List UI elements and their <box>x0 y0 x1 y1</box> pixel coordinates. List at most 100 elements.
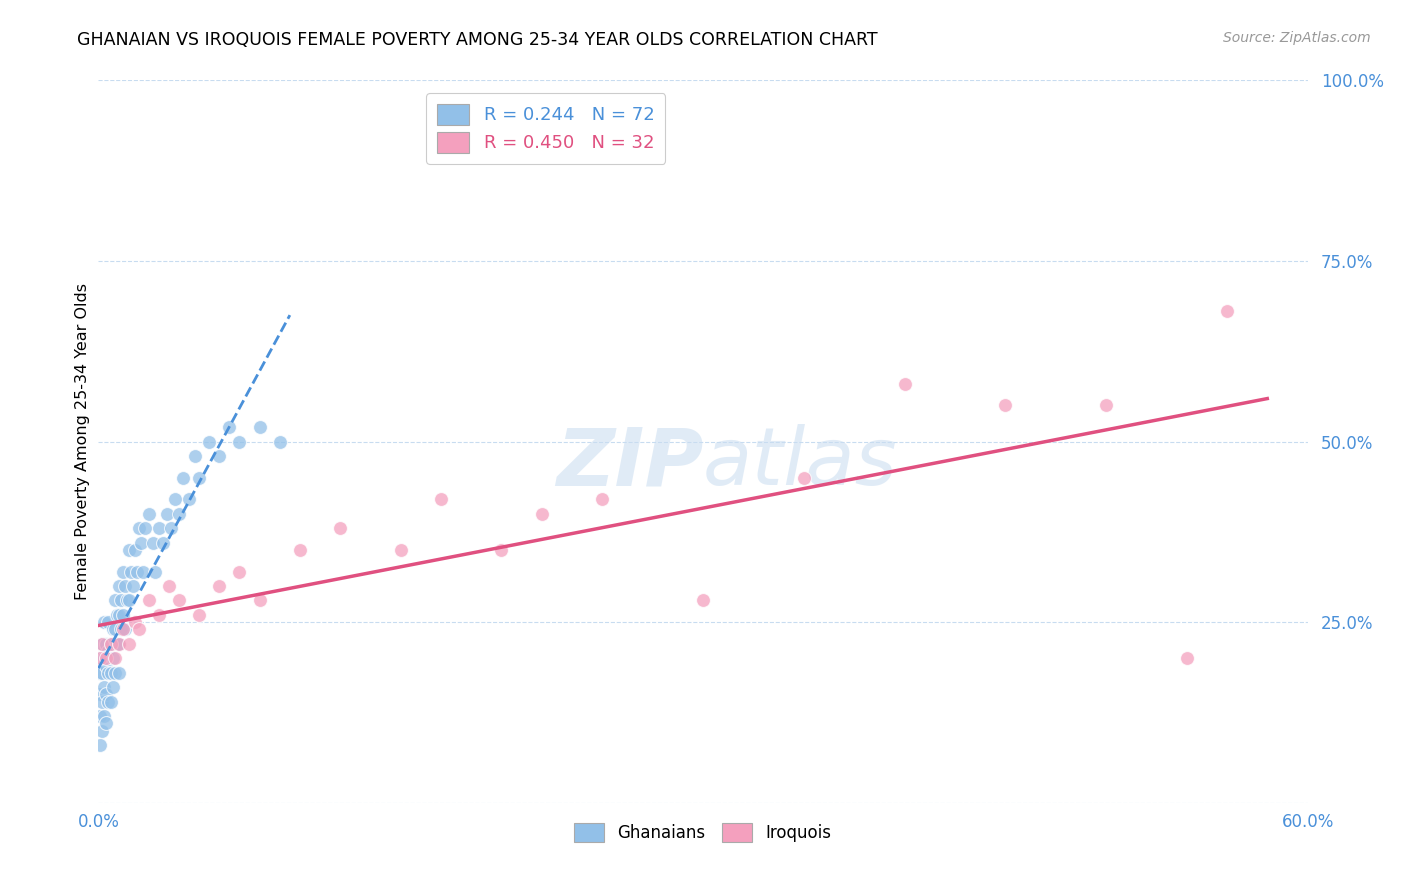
Point <box>692 593 714 607</box>
Point <box>93 709 115 723</box>
Point <box>143 565 166 579</box>
Point <box>93 615 115 630</box>
Point <box>101 680 124 694</box>
Point <box>269 434 291 449</box>
Point <box>156 507 179 521</box>
Text: Source: ZipAtlas.com: Source: ZipAtlas.com <box>1223 31 1371 45</box>
Point <box>1095 398 1118 412</box>
Point <box>97 665 120 680</box>
Point <box>89 651 111 665</box>
Point <box>1175 651 1198 665</box>
Point <box>89 651 111 665</box>
Point <box>107 607 129 622</box>
Point <box>167 507 190 521</box>
Point <box>107 637 129 651</box>
Point <box>128 521 150 535</box>
Point <box>138 593 160 607</box>
Point <box>105 637 128 651</box>
Point <box>120 565 142 579</box>
Point <box>134 521 156 535</box>
Point <box>125 565 148 579</box>
Point <box>179 492 201 507</box>
Point <box>97 695 120 709</box>
Point <box>793 470 815 484</box>
Point <box>167 593 190 607</box>
Point <box>893 376 915 391</box>
Y-axis label: Female Poverty Among 25-34 Year Olds: Female Poverty Among 25-34 Year Olds <box>75 283 90 600</box>
Point <box>101 651 124 665</box>
Point <box>89 665 111 680</box>
Point <box>249 593 271 607</box>
Point <box>115 593 138 607</box>
Point <box>101 623 124 637</box>
Point <box>110 623 132 637</box>
Point <box>100 637 122 651</box>
Point <box>110 593 132 607</box>
Point <box>91 695 114 709</box>
Point <box>218 420 240 434</box>
Point <box>100 665 122 680</box>
Point <box>107 665 129 680</box>
Point <box>160 521 183 535</box>
Point <box>128 623 150 637</box>
Point <box>100 695 122 709</box>
Point <box>103 651 125 665</box>
Point <box>591 492 613 507</box>
Point <box>994 398 1017 412</box>
Point <box>288 542 311 557</box>
Point <box>163 492 186 507</box>
Point <box>142 535 165 549</box>
Point <box>103 665 125 680</box>
Point <box>530 507 553 521</box>
Point <box>91 637 114 651</box>
Point <box>107 579 129 593</box>
Point <box>148 607 170 622</box>
Point <box>100 637 122 651</box>
Point <box>430 492 453 507</box>
Point <box>114 623 136 637</box>
Point <box>1216 304 1239 318</box>
Text: GHANAIAN VS IROQUOIS FEMALE POVERTY AMONG 25-34 YEAR OLDS CORRELATION CHART: GHANAIAN VS IROQUOIS FEMALE POVERTY AMON… <box>77 31 877 49</box>
Point <box>198 434 221 449</box>
Point <box>188 607 211 622</box>
Point <box>329 521 352 535</box>
Point <box>96 687 118 701</box>
Point <box>188 470 211 484</box>
Point <box>118 542 141 557</box>
Legend: Ghanaians, Iroquois: Ghanaians, Iroquois <box>568 816 838 848</box>
Point <box>124 615 146 630</box>
Point <box>157 579 180 593</box>
Point <box>249 420 271 434</box>
Point <box>89 738 111 752</box>
Point <box>124 542 146 557</box>
Point <box>228 565 250 579</box>
Point <box>93 680 115 694</box>
Point <box>103 623 125 637</box>
Point <box>389 542 412 557</box>
Point <box>111 565 134 579</box>
Point <box>138 507 160 521</box>
Point <box>152 535 174 549</box>
Point <box>96 716 118 731</box>
Point <box>118 593 141 607</box>
Point <box>491 542 513 557</box>
Point <box>91 665 114 680</box>
Point <box>89 687 111 701</box>
Point <box>93 651 115 665</box>
Point <box>97 644 120 658</box>
Point <box>107 637 129 651</box>
Point <box>208 449 231 463</box>
Point <box>129 535 152 549</box>
Point <box>89 709 111 723</box>
Point <box>91 723 114 738</box>
Text: ZIP: ZIP <box>555 425 703 502</box>
Point <box>172 470 194 484</box>
Point <box>228 434 250 449</box>
Point <box>105 607 128 622</box>
Point <box>121 579 143 593</box>
Point <box>96 637 118 651</box>
Point <box>184 449 207 463</box>
Point <box>132 565 155 579</box>
Point <box>111 607 134 622</box>
Point <box>97 615 120 630</box>
